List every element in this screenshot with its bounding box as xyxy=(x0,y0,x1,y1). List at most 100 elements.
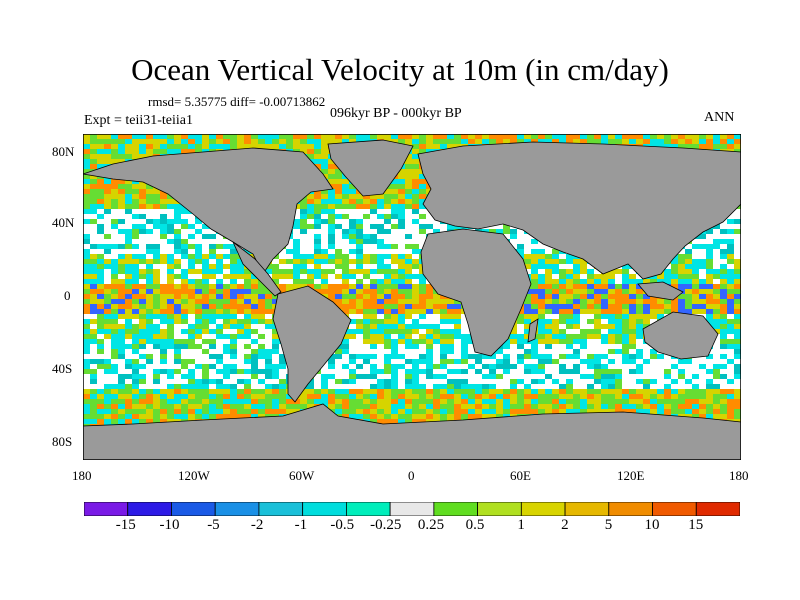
ocean-cell xyxy=(629,269,636,274)
ocean-cell xyxy=(265,319,272,324)
ocean-cell xyxy=(314,389,321,394)
ocean-cell xyxy=(286,244,293,249)
ocean-cell xyxy=(664,369,671,374)
ocean-cell xyxy=(391,359,398,364)
ocean-cell xyxy=(720,344,727,349)
ocean-cell xyxy=(398,359,405,364)
ocean-cell xyxy=(552,389,559,394)
ocean-cell xyxy=(545,319,552,324)
ocean-cell xyxy=(83,269,90,274)
ocean-cell xyxy=(573,359,580,364)
ocean-cell xyxy=(622,314,629,319)
ocean-cell xyxy=(440,309,447,314)
ocean-cell xyxy=(391,254,398,259)
ocean-cell xyxy=(391,224,398,229)
ocean-cell xyxy=(496,224,503,229)
ocean-cell xyxy=(174,284,181,289)
ocean-cell xyxy=(545,254,552,259)
ocean-cell xyxy=(636,279,643,284)
ocean-cell xyxy=(335,264,342,269)
ocean-cell xyxy=(251,394,258,399)
ocean-cell xyxy=(97,214,104,219)
ocean-cell xyxy=(713,274,720,279)
ocean-cell xyxy=(601,309,608,314)
ocean-cell xyxy=(727,259,734,264)
ocean-cell xyxy=(174,349,181,354)
ocean-cell xyxy=(566,344,573,349)
ocean-cell xyxy=(118,154,125,159)
ocean-cell xyxy=(734,394,741,399)
ocean-cell xyxy=(97,344,104,349)
ocean-cell xyxy=(552,324,559,329)
ocean-cell xyxy=(111,254,118,259)
ocean-cell xyxy=(734,214,741,219)
ocean-cell xyxy=(111,184,118,189)
ocean-cell xyxy=(328,214,335,219)
ocean-cell xyxy=(510,349,517,354)
ocean-cell xyxy=(412,284,419,289)
ocean-cell xyxy=(146,309,153,314)
ocean-cell xyxy=(258,309,265,314)
ocean-cell xyxy=(538,299,545,304)
ocean-cell xyxy=(342,294,349,299)
ocean-cell xyxy=(643,379,650,384)
ocean-cell xyxy=(440,144,447,149)
ocean-cell xyxy=(328,219,335,224)
ocean-cell xyxy=(202,264,209,269)
ocean-cell xyxy=(97,319,104,324)
ocean-cell xyxy=(384,134,391,139)
ocean-cell xyxy=(643,314,650,319)
ocean-cell xyxy=(356,369,363,374)
ocean-cell xyxy=(601,344,608,349)
ocean-cell xyxy=(321,204,328,209)
ocean-cell xyxy=(678,144,685,149)
ocean-cell xyxy=(573,274,580,279)
ocean-cell xyxy=(307,204,314,209)
ocean-cell xyxy=(615,309,622,314)
ocean-cell xyxy=(664,354,671,359)
ocean-cell xyxy=(90,309,97,314)
ocean-cell xyxy=(538,134,545,139)
ocean-cell xyxy=(405,229,412,234)
ocean-cell xyxy=(440,339,447,344)
ocean-cell xyxy=(349,244,356,249)
ocean-cell xyxy=(664,274,671,279)
ocean-cell xyxy=(279,249,286,254)
ocean-cell xyxy=(90,274,97,279)
ocean-cell xyxy=(209,304,216,309)
ocean-cell xyxy=(342,394,349,399)
ocean-cell xyxy=(167,284,174,289)
ocean-cell xyxy=(377,389,384,394)
ocean-cell xyxy=(90,209,97,214)
ocean-cell xyxy=(202,379,209,384)
ocean-cell xyxy=(363,394,370,399)
ocean-cell xyxy=(713,314,720,319)
ocean-cell xyxy=(342,264,349,269)
ocean-cell xyxy=(720,369,727,374)
ocean-cell xyxy=(90,334,97,339)
ocean-cell xyxy=(293,144,300,149)
ocean-cell xyxy=(538,314,545,319)
ocean-cell xyxy=(720,229,727,234)
ocean-cell xyxy=(356,364,363,369)
ocean-cell xyxy=(370,364,377,369)
ocean-cell xyxy=(314,284,321,289)
ocean-cell xyxy=(727,244,734,249)
ocean-cell xyxy=(132,189,139,194)
ocean-cell xyxy=(321,244,328,249)
ocean-cell xyxy=(454,134,461,139)
ocean-cell xyxy=(713,359,720,364)
ocean-cell xyxy=(104,309,111,314)
ocean-cell xyxy=(160,319,167,324)
ocean-cell xyxy=(538,309,545,314)
ocean-cell xyxy=(475,374,482,379)
ocean-cell xyxy=(573,349,580,354)
ocean-cell xyxy=(685,304,692,309)
ocean-cell xyxy=(552,349,559,354)
ocean-cell xyxy=(139,239,146,244)
ocean-cell xyxy=(622,294,629,299)
ocean-cell xyxy=(545,389,552,394)
ocean-cell xyxy=(566,374,573,379)
ocean-cell xyxy=(314,219,321,224)
ocean-cell xyxy=(454,364,461,369)
